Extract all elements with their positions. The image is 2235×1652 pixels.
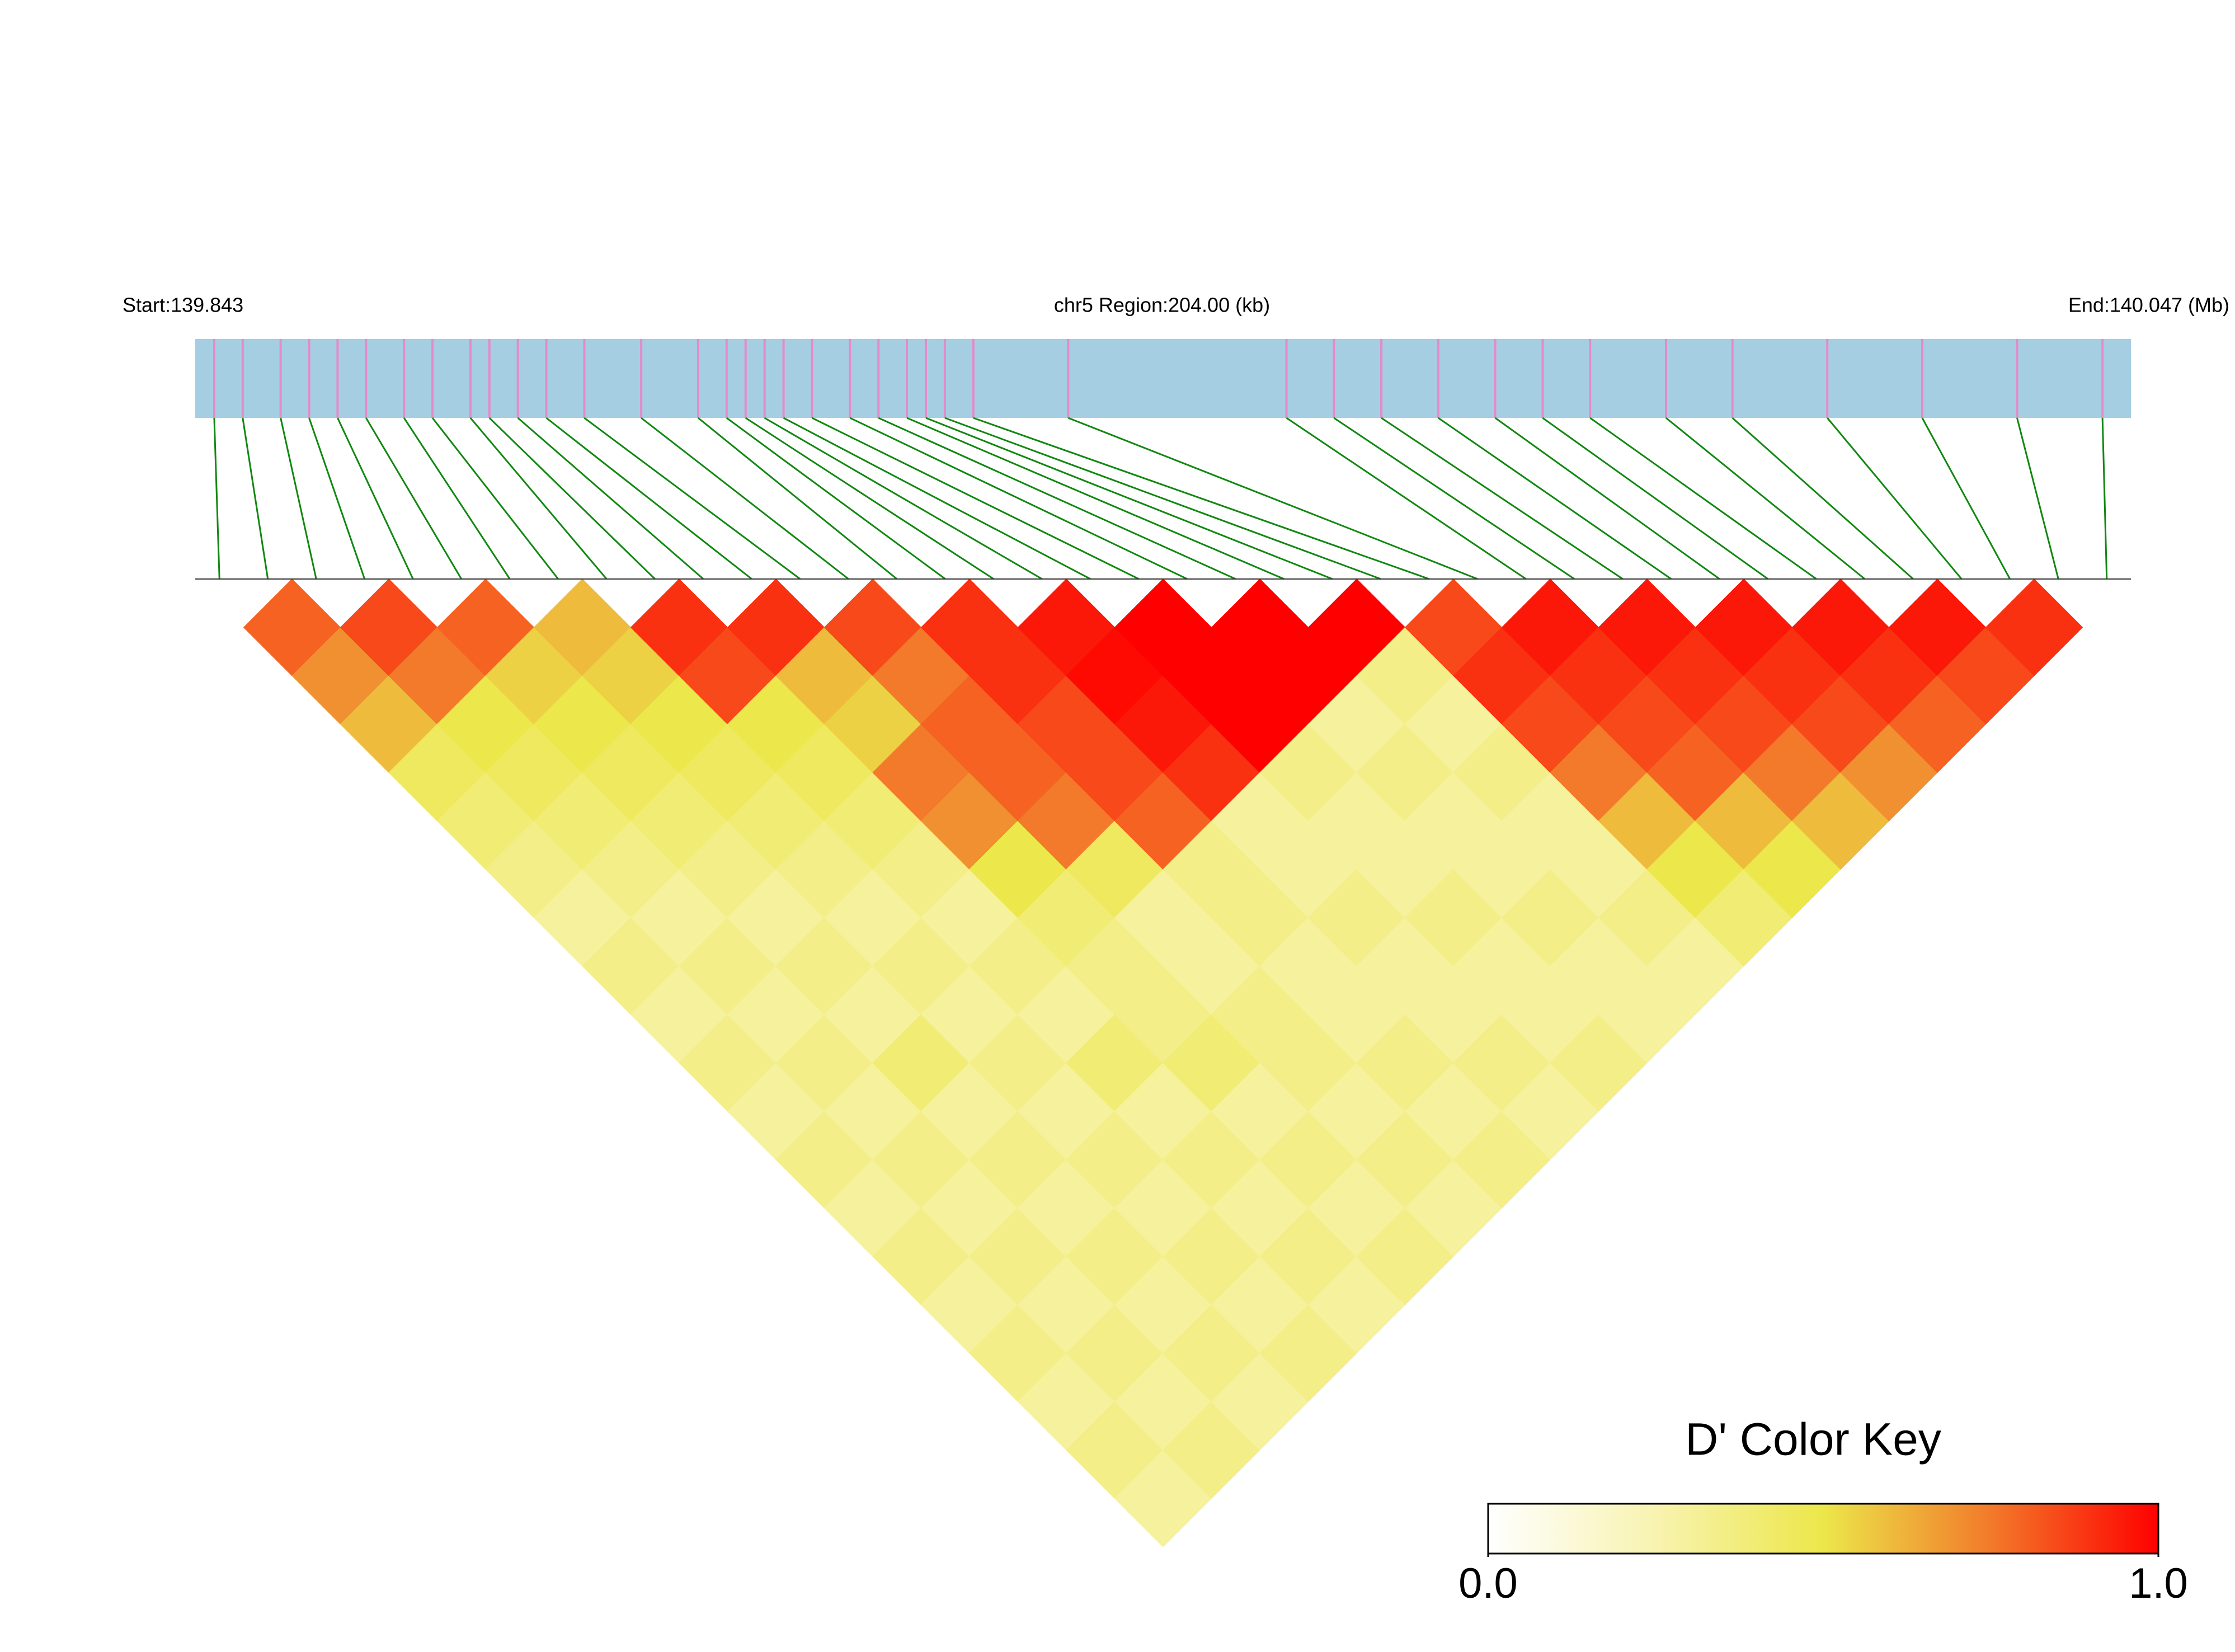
snp-connector [280,417,317,580]
snp-connector [1333,417,1575,580]
snp-connector [2101,417,2108,580]
snp-connector [878,417,1236,580]
snp-connector [641,417,849,580]
snp-connector [1542,417,1769,580]
snp-connector [849,417,1188,580]
snp-connector [973,417,1430,580]
snp-connector [1589,417,1817,580]
snp-connector [469,417,608,580]
snp-connector [517,417,704,580]
snp-connector [365,417,463,580]
end-label: End:140.047 (Mb) [2068,294,2229,317]
snp-connector [1381,417,1624,580]
snp-connector [431,417,559,580]
snp-connector [1921,417,2011,580]
color-key-tick-label: 1.0 [2129,1560,2188,1607]
color-key-tick-label: 0.0 [1458,1560,1518,1607]
snp-connector [403,417,511,580]
snp-connector [337,417,414,580]
snp-connector [2016,417,2059,580]
snp-connector [1827,417,1963,580]
color-key-title: D' Color Key [1685,1414,1941,1465]
snp-connector [1665,417,1866,580]
snp-connector [783,417,1091,580]
region-label: chr5 Region:204.00 (kb) [1054,294,1270,317]
snp-connector [584,417,801,580]
snp-connector [906,417,1284,580]
snp-connector [697,417,898,580]
snp-connector [925,417,1333,580]
snp-connector [1438,417,1672,580]
snp-connector [811,417,1140,580]
snp-connector [213,417,220,580]
snp-connector [745,417,995,580]
snp-connector [1731,417,1914,580]
snp-connector [1494,417,1720,580]
snp-connector [308,417,366,580]
ld-cell [1985,578,2083,676]
snp-connector [545,417,752,580]
snp-track [195,339,2131,418]
start-label: Start:139.843 [123,294,243,317]
snp-connector [764,417,1043,580]
snp-connector [1286,417,1527,580]
snp-connector [1067,417,1478,580]
snp-connector [726,417,946,580]
snp-connector [242,417,269,580]
color-key [1487,1503,2159,1555]
heatmap [243,578,2083,1547]
snp-connector [488,417,656,580]
snp-connector [944,417,1381,580]
